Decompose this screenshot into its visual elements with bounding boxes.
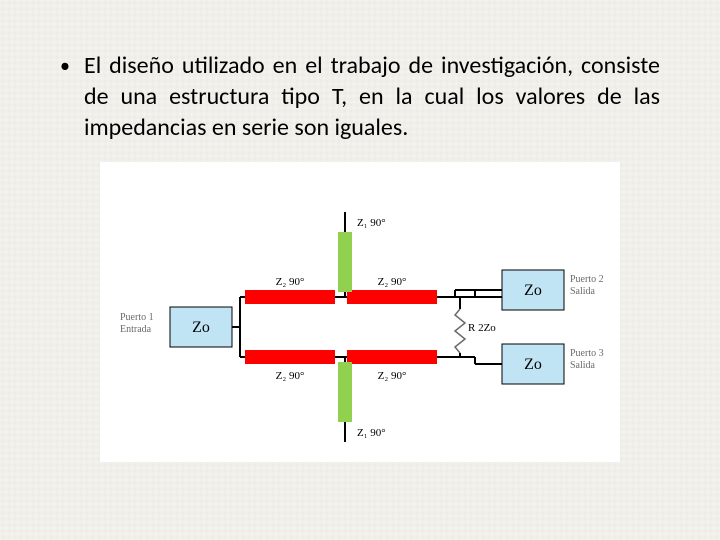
svg-text:Z₁ 90°: Z₁ 90° [357,427,386,439]
svg-text:Z₂ 90°: Z₂ 90° [276,370,305,382]
svg-text:Entrada: Entrada [120,324,152,335]
svg-text:Zo: Zo [524,356,542,373]
t-network-diagram: Zo Zo Zo Z₂ 90° Z₂ 90° Z₂ 90° Z₂ 90° Z₁ 90° Z₁ 9… [100,162,620,462]
diagram-svg: Zo Zo Zo Z₂ 90° Z₂ 90° Z₂ 90° Z₂ 90° Z₁ 90° Z₁ 9… [100,162,620,462]
svg-text:Salida: Salida [570,286,596,297]
svg-text:Z₂ 90°: Z₂ 90° [276,276,305,288]
bullet-item: • El diseño utilizado en el trabajo de i… [60,50,660,144]
svg-text:Z₂ 90°: Z₂ 90° [378,370,407,382]
svg-text:Puerto 2: Puerto 2 [570,274,604,285]
svg-text:Salida: Salida [570,360,596,371]
svg-text:R 2Zo: R 2Zo [468,322,496,334]
svg-text:Zo: Zo [524,282,542,299]
bullet-text: El diseño utilizado en el trabajo de inv… [84,50,660,144]
svg-text:Zo: Zo [192,319,210,336]
svg-text:Puerto 3: Puerto 3 [570,348,604,359]
svg-text:Puerto 1: Puerto 1 [120,312,154,323]
bullet-dot: • [60,50,84,144]
svg-text:Z₁ 90°: Z₁ 90° [357,217,386,229]
svg-text:Z₂ 90°: Z₂ 90° [378,276,407,288]
